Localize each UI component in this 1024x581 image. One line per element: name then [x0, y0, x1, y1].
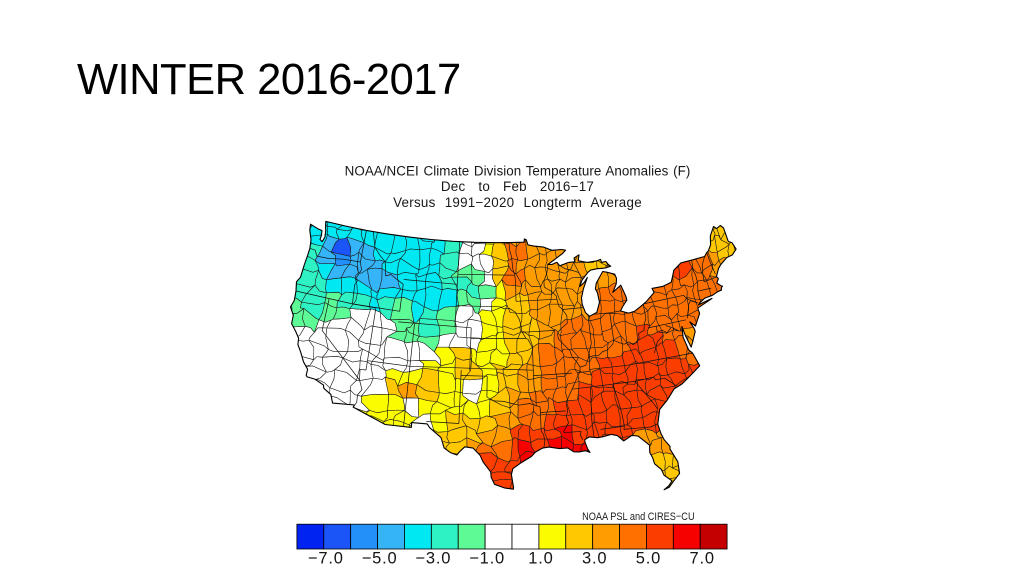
svg-text:NOAA PSL and CIRES−CU: NOAA PSL and CIRES−CU [582, 511, 695, 523]
svg-text:NOAA/NCEI Climate Division Tem: NOAA/NCEI Climate Division Temperature A… [345, 163, 691, 178]
svg-text:1.0: 1.0 [528, 550, 553, 568]
svg-text:−1.0: −1.0 [469, 550, 505, 568]
svg-text:−3.0: −3.0 [415, 550, 451, 568]
svg-text:7.0: 7.0 [690, 550, 715, 568]
svg-text:5.0: 5.0 [636, 550, 661, 568]
svg-text:Dec to Feb 2016−17: Dec to Feb 2016−17 [441, 179, 594, 194]
svg-text:−5.0: −5.0 [362, 550, 398, 568]
svg-text:−7.0: −7.0 [308, 550, 344, 568]
svg-text:3.0: 3.0 [582, 550, 607, 568]
svg-text:Versus 1991−2020 Longterm Aver: Versus 1991−2020 Longterm Average [393, 195, 642, 210]
